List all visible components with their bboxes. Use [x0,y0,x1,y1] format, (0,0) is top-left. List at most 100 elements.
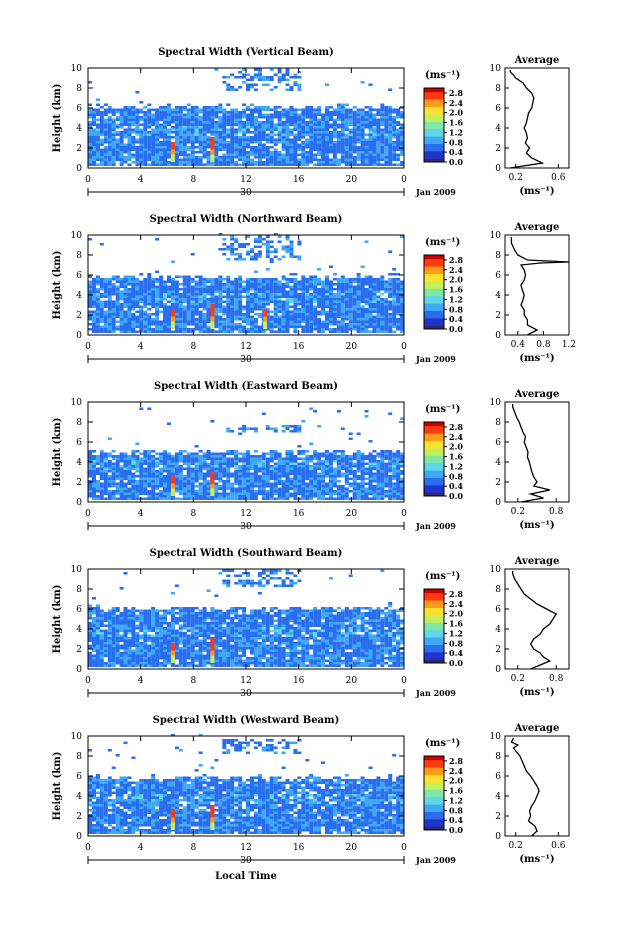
heatmap-cell [289,305,294,308]
heatmap-cell [297,323,302,326]
heatmap-cell [135,148,140,151]
heatmap-cell [289,121,294,124]
heatmap-cell [238,303,243,306]
heatmap-cell [380,328,385,331]
heatmap-cell [174,315,179,318]
heatmap-cell [289,88,294,91]
heatmap-cell [246,475,250,478]
heatmap-cell [222,462,227,465]
heatmap-cell [163,136,167,139]
heatmap-cell [321,475,326,478]
heatmap-cell [352,163,357,166]
heatmap-cell [273,158,278,161]
heatmap-cell [348,128,353,131]
heatmap-cell [257,131,262,134]
heatmap-cell [380,330,385,333]
heatmap-cell [400,315,405,318]
heatmap-cell [380,285,385,288]
heatmap-cell [131,455,136,458]
heatmap-cell [242,472,247,475]
heatmap-cell [246,467,250,470]
heatmap-cell [92,313,96,316]
heatmap-cell [202,497,207,500]
heatmap-cell [214,111,219,114]
heatmap-cell [250,457,254,460]
heatmap-cell [348,295,353,298]
heatmap-cell [344,151,349,154]
heatmap-cell [340,158,345,161]
heatmap-cell [95,455,100,458]
heatmap-cell [376,153,381,156]
core-cell [263,309,268,312]
heatmap-cell [380,141,385,144]
heatmap-cell [293,73,298,76]
heatmap-cell [242,313,247,316]
heatmap-cell [143,492,148,495]
heatmap-cell [309,477,314,480]
heatmap-cell [265,278,270,281]
heatmap-cell [234,111,239,114]
heatmap-cell [131,462,136,465]
heatmap-cell [273,280,278,283]
heatmap-cell [88,475,92,478]
heatmap-cell [139,460,144,463]
heatmap-cell [151,318,156,321]
heatmap-cell [131,465,136,468]
heatmap-cell [297,492,302,495]
heatmap-cell [253,108,258,111]
heatmap-cell [265,425,270,428]
heatmap-cell [147,113,152,116]
heatmap-cell [202,303,207,306]
heatmap-cell [234,323,239,326]
heatmap-cell [293,83,298,86]
heatmap-cell [281,290,286,293]
heatmap-cell [246,485,250,488]
heatmap-cell [253,278,258,281]
heatmap-cell [143,163,148,166]
heatmap-cell [317,278,322,281]
heatmap-cell [313,313,318,316]
heatmap-cell [376,158,381,161]
heatmap-cell [234,450,239,453]
heatmap-cell [392,116,397,119]
heatmap-cell [186,330,191,333]
profile-frame [504,67,570,169]
heatmap-cell [155,133,160,136]
heatmap-cell [198,475,203,478]
heatmap-cell [139,492,144,495]
heatmap-cell [206,280,211,283]
heatmap-cell [174,153,179,156]
heatmap-cell [194,485,199,488]
heatmap-cell [198,156,203,159]
heatmap-cell [194,156,199,159]
heatmap-cell [332,315,337,318]
heatmap-cell [265,303,270,306]
heatmap-cell [301,300,306,303]
heatmap-cell [309,158,314,161]
heatmap-cell [143,290,148,293]
heatmap-cell [222,131,227,134]
heatmap-cell [388,133,393,136]
heatmap-cell [277,497,282,500]
heatmap-cell [344,325,349,328]
heatmap-cell [309,111,314,114]
heatmap-cell [340,315,345,318]
heatmap-cell [273,298,278,301]
heatmap-cell [364,290,369,293]
heatmap-cell [202,300,207,303]
heatmap-cell [305,305,310,308]
heatmap-cell [190,106,195,109]
y-tick-label: 0 [76,331,82,341]
heatmap-cell [238,111,243,114]
heatmap-cell [182,455,187,458]
heatmap-cell [119,136,124,139]
heatmap-cell [277,285,282,288]
heatmap-cell [321,116,326,119]
heatmap-cell [273,111,278,114]
heatmap-cell [186,158,191,161]
heatmap-cell [388,108,393,111]
heatmap-cell [127,116,132,119]
heatmap-cell [174,298,179,301]
heatmap-cell [226,128,231,131]
heatmap-cell [376,108,381,111]
